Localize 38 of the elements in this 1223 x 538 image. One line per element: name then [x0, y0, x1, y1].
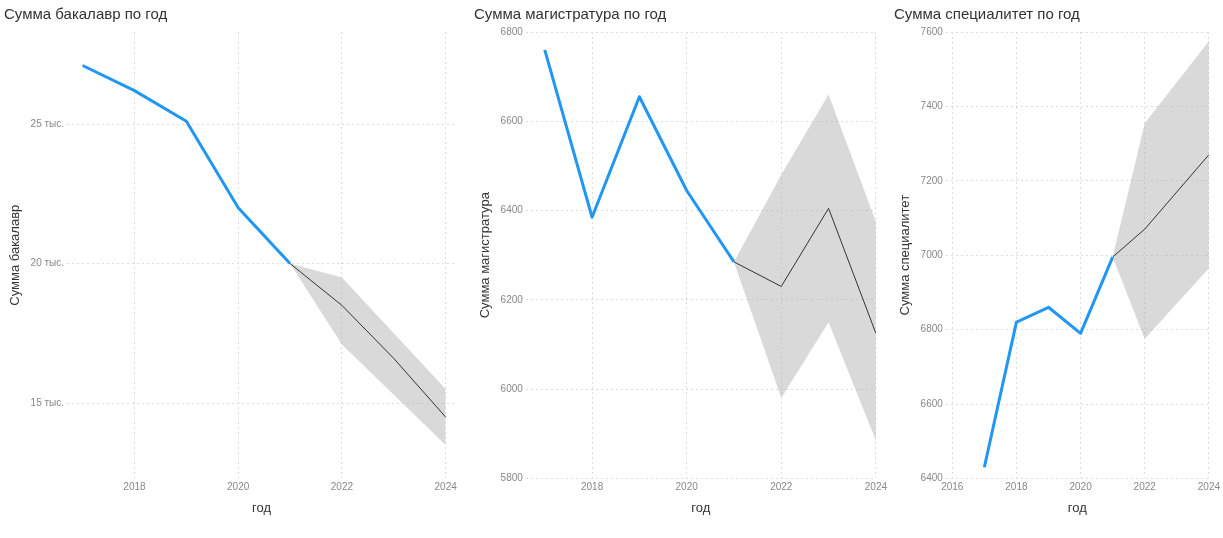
y-tick-label: 7000 — [920, 248, 944, 260]
y-axis-title: Сумма магистратура — [477, 191, 493, 319]
x-tick-label: 2020 — [675, 481, 699, 493]
x-axis-title: год — [252, 499, 272, 515]
y-tick-label: 6400 — [920, 472, 944, 484]
x-tick-label: 2022 — [770, 481, 793, 493]
x-tick-label: 2018 — [123, 481, 147, 493]
y-tick-label: 6800 — [920, 323, 944, 335]
x-tick-label: 2024 — [434, 481, 458, 493]
y-tick-label: 25 тыс. — [30, 117, 65, 129]
x-tick-label: 2018 — [1005, 481, 1028, 493]
chart-title: Сумма магистратура по год — [474, 5, 667, 23]
x-tick-label: 2024 — [864, 481, 888, 493]
y-tick-label: 7600 — [920, 25, 944, 37]
y-tick-label: 6600 — [920, 397, 944, 409]
x-tick-label: 2016 — [941, 481, 964, 493]
y-tick-label: 15 тыс. — [30, 396, 65, 408]
y-tick-label: 20 тыс. — [30, 257, 65, 269]
x-tick-label: 2022 — [1133, 481, 1157, 493]
y-tick-label: 6400 — [500, 204, 524, 216]
y-tick-label: 5800 — [500, 472, 524, 484]
chart-title: Сумма специалитет по год — [894, 5, 1081, 23]
y-tick-label: 6800 — [500, 25, 524, 37]
y-axis-title: Сумма специалитет — [897, 194, 913, 316]
y-axis-title: Сумма бакалавр — [7, 204, 23, 306]
x-axis-title: год — [1067, 499, 1088, 515]
y-tick-label: 6200 — [500, 293, 524, 305]
x-tick-label: 2018 — [580, 481, 604, 493]
y-tick-label: 6600 — [500, 115, 524, 127]
y-tick-label: 7400 — [920, 100, 944, 112]
y-tick-label: 6000 — [500, 382, 524, 394]
x-tick-label: 2020 — [1069, 481, 1093, 493]
x-axis-title: год — [691, 499, 711, 515]
chart-title: Сумма бакалавр по год — [4, 5, 168, 23]
y-tick-label: 7200 — [920, 174, 944, 186]
x-tick-label: 2020 — [227, 481, 250, 493]
x-tick-label: 2024 — [1197, 481, 1221, 493]
x-tick-label: 2022 — [330, 481, 354, 493]
